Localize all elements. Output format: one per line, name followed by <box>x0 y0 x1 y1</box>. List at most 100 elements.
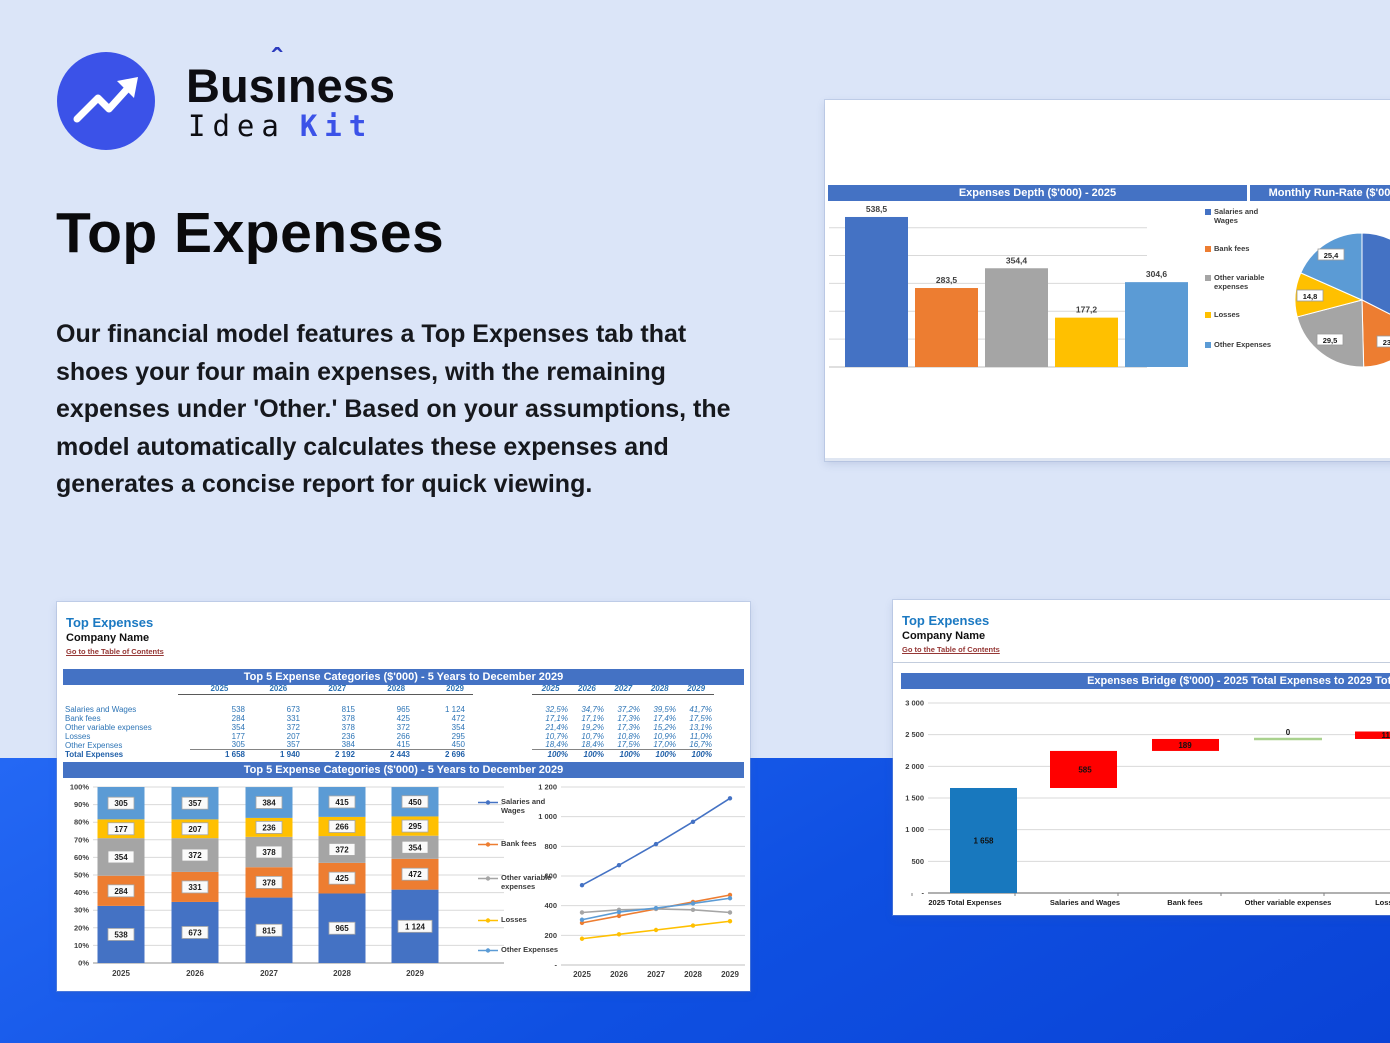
table-header-row: 2025 2026 2027 2028 2029 <box>65 684 473 695</box>
segment-label-box <box>181 848 209 862</box>
cell-value: 17,4% <box>653 714 676 723</box>
cell-value: 295 <box>451 732 465 741</box>
legend-item: Bank fees <box>1205 244 1272 254</box>
year-header: 2027 <box>296 683 356 695</box>
pie-label-box <box>1376 335 1390 348</box>
waterfall-bar <box>1152 738 1219 751</box>
cell-value: 16,7% <box>676 740 712 750</box>
legend-swatch <box>1205 342 1211 348</box>
cell-value: 177 <box>231 732 245 741</box>
year-header: 2028 <box>355 683 415 695</box>
circle-element <box>485 800 491 805</box>
y-axis-label: 1 000 <box>538 812 557 821</box>
total-value: 2 696 <box>444 750 465 759</box>
cell-value: 17,0% <box>640 740 676 750</box>
cell-value: 10,7% <box>581 732 604 741</box>
page-description: Our financial model features a Top Expen… <box>56 320 731 498</box>
depth-bar-value: 283,5 <box>936 275 958 285</box>
cell-value: 41,7% <box>689 705 712 714</box>
cell-value: 10,9% <box>653 732 676 741</box>
pie-label: 29,5 <box>1323 336 1338 345</box>
page-title: Top Expenses <box>56 201 445 265</box>
screenshot-expenses-bridge: Top Expenses Company Name Go to the Tabl… <box>893 600 1390 915</box>
segment-label-box <box>181 822 209 836</box>
total-value: 1 658 <box>224 750 245 759</box>
banner-expenses-bridge: Expenses Bridge ($'000) - 2025 Total Exp… <box>901 673 1390 689</box>
expenses-depth-bar-chart: 538,5 283,5 354,4 177,2 304,6 <box>829 204 1188 368</box>
segment-label-box <box>401 819 429 833</box>
logo-circle <box>57 52 155 150</box>
legend-label: Bank fees <box>501 839 537 848</box>
cell-value: 18,4% <box>568 740 604 750</box>
data-point <box>579 920 585 926</box>
circle-element <box>485 918 491 923</box>
div-element <box>532 695 714 705</box>
x-axis-label: Bank fees <box>1167 898 1202 907</box>
span-element: ness <box>287 59 395 112</box>
screenshot-expenses-depth: Expenses Depth ($'000) - 2025 Monthly Ru… <box>825 100 1390 461</box>
y-axis-label: 500 <box>911 857 924 866</box>
x-axis-label: 2026 <box>186 969 204 978</box>
data-point <box>579 882 585 888</box>
cell-value: 19,2% <box>581 723 604 732</box>
bar-value: 0 <box>1286 728 1291 737</box>
x-axis-label: 2028 <box>333 969 351 978</box>
pie-label-box <box>1317 248 1345 261</box>
segment-label: 450 <box>408 798 422 807</box>
segment-label-box <box>181 796 209 810</box>
table-row: 17,1% 17,1% 17,3% 17,4% 17,5% <box>532 714 714 723</box>
segment-label: 354 <box>408 843 422 852</box>
y-axis-label: 1 200 <box>538 783 557 792</box>
legend-label: Bank fees <box>1214 244 1250 253</box>
table-of-contents-link[interactable]: Go to the Table of Contents <box>66 647 164 656</box>
x-axis-label: Losses <box>1375 898 1390 907</box>
data-point <box>727 919 733 924</box>
legend-item: Losses <box>1205 310 1272 320</box>
year-header: 2025 <box>532 683 569 695</box>
segment-label: 284 <box>114 887 128 896</box>
banner-monthly-run-rate: Monthly Run-Rate ($'000) - 2025 <box>1250 185 1390 201</box>
pie-label-box <box>1316 333 1344 346</box>
brand-logo: Bus ˆ ıness Idea Kit <box>0 0 560 170</box>
polyline-element <box>73 84 132 123</box>
bar-value: 189 <box>1178 741 1192 750</box>
year-header: 2026 <box>568 683 605 695</box>
cell-value: 17,5% <box>689 714 712 723</box>
data-point <box>616 913 622 919</box>
y-axis-label: 1 500 <box>905 794 924 803</box>
legend-item: Other variable expenses <box>1205 273 1272 291</box>
y-axis-label: 0% <box>78 959 89 968</box>
expense-percent-table: 2025 2026 2027 2028 2029 32,5% 34,7% 37,2% 39,5%… <box>532 683 715 760</box>
legend-swatch <box>1205 275 1211 281</box>
segment-label: 331 <box>188 883 202 892</box>
cell-value: 17,1% <box>581 714 604 723</box>
y-axis-label: 20% <box>74 923 89 932</box>
legend-item: Other variable expenses <box>478 873 559 891</box>
y-axis-label: - <box>555 961 558 970</box>
cell-value: 266 <box>396 732 410 741</box>
segment-label: 538 <box>114 930 128 939</box>
legend-label: Other Expenses <box>501 945 559 954</box>
segment-label-box <box>255 845 283 859</box>
cell-value: 17,3% <box>617 714 640 723</box>
segment-label: 177 <box>114 825 128 834</box>
table-row: 18,4% 18,4% 17,5% 17,0% 16,7% <box>532 740 714 750</box>
waterfall-bar <box>950 787 1017 893</box>
total-value: 100% <box>619 750 640 759</box>
x-axis-label: 2028 <box>684 970 702 979</box>
cell-value: 472 <box>451 714 465 723</box>
segment-label-box <box>401 795 429 809</box>
span-element: Kit <box>299 109 374 143</box>
data-point <box>727 910 733 915</box>
pie-label-box <box>1296 289 1324 302</box>
depth-bar <box>845 216 908 367</box>
table-of-contents-link[interactable]: Go to the Table of Contents <box>902 645 1000 654</box>
sheet-title: Top Expenses <box>66 615 154 630</box>
pie-label: 14,8 <box>1303 292 1318 301</box>
segment-label: 305 <box>114 799 128 808</box>
depth-bar-value: 304,6 <box>1146 269 1168 279</box>
depth-bar <box>985 268 1048 367</box>
legend-swatch <box>1205 312 1211 318</box>
segment-label: 266 <box>335 822 349 831</box>
